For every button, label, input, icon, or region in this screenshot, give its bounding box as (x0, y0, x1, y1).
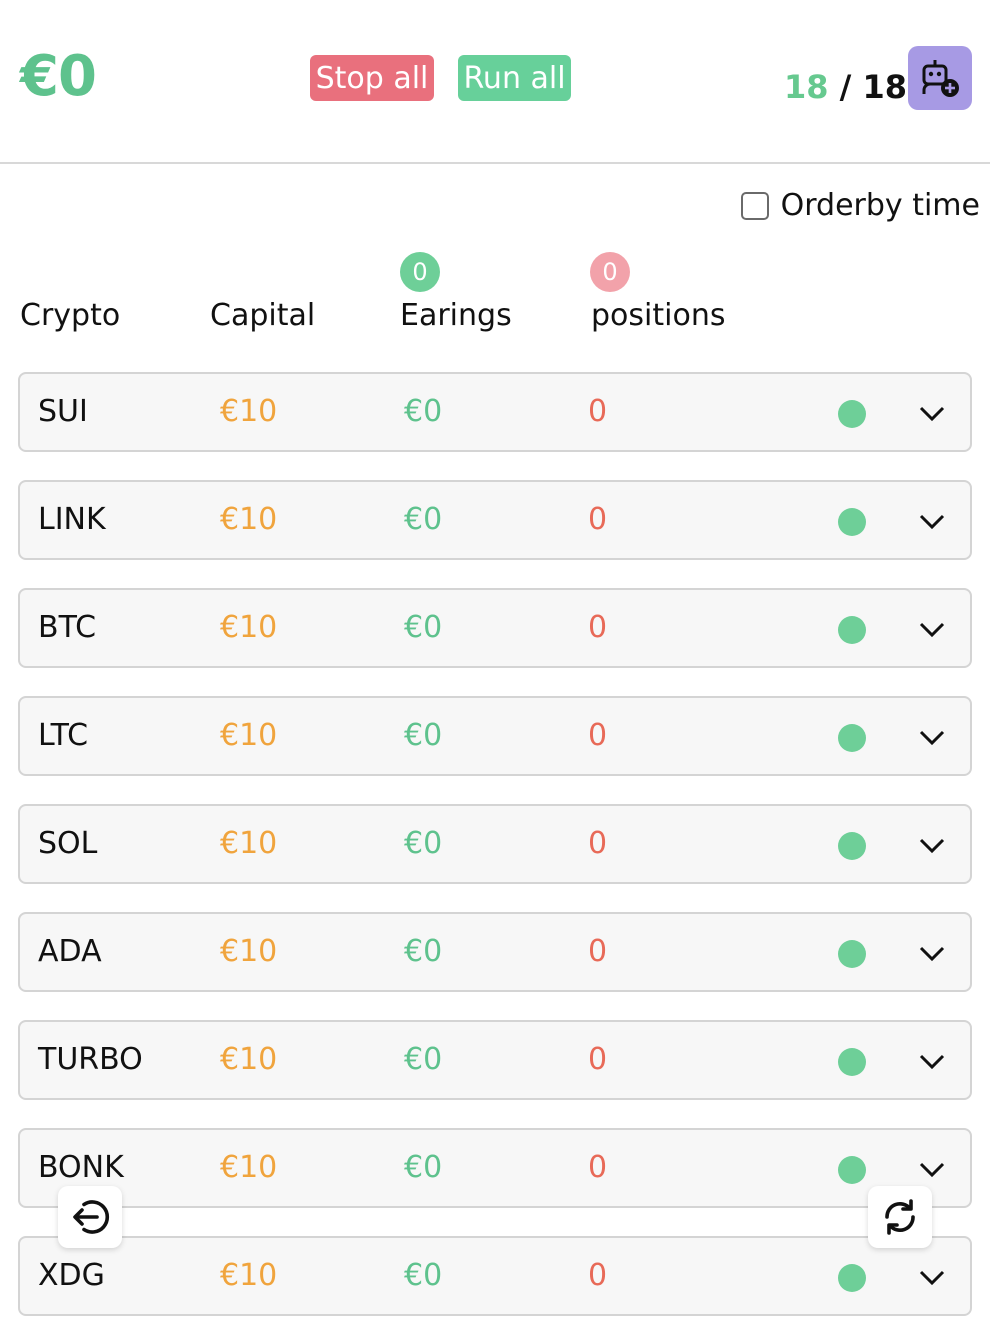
bot-symbol: SOL (38, 826, 98, 861)
chevron-down-icon[interactable] (918, 836, 946, 856)
bot-symbol: SUI (38, 394, 88, 429)
bot-row[interactable]: LINK €10 €0 0 (18, 480, 972, 560)
bot-row[interactable]: TURBO €10 €0 0 (18, 1020, 972, 1100)
total-balance: €0 (20, 44, 97, 109)
bot-row[interactable]: XDG €10 €0 0 (18, 1236, 972, 1316)
logout-button[interactable] (58, 1186, 122, 1248)
chevron-down-icon[interactable] (918, 404, 946, 424)
orderby-checkbox[interactable] (740, 191, 769, 220)
bot-positions: 0 (588, 1258, 608, 1293)
status-dot (838, 1264, 866, 1292)
bot-symbol: XDG (38, 1258, 105, 1293)
column-header-earnings: Earings (400, 298, 512, 333)
bot-capital: €10 (220, 610, 278, 645)
chevron-down-icon[interactable] (918, 620, 946, 640)
bot-earnings: €0 (404, 718, 443, 753)
chevron-down-icon[interactable] (918, 944, 946, 964)
status-dot (838, 1156, 866, 1184)
bot-row[interactable]: ADA €10 €0 0 (18, 912, 972, 992)
bot-row[interactable]: BTC €10 €0 0 (18, 588, 972, 668)
stop-all-button[interactable]: Stop all (310, 55, 434, 101)
active-bot-count: 18 (784, 68, 829, 106)
orderby-label: Orderby time (780, 188, 980, 223)
bot-positions: 0 (588, 1042, 608, 1077)
bot-row[interactable]: LTC €10 €0 0 (18, 696, 972, 776)
bot-symbol: ADA (38, 934, 102, 969)
add-bot-button[interactable] (908, 46, 972, 110)
bot-symbol: BTC (38, 610, 97, 645)
robot-add-icon (922, 60, 959, 97)
bot-positions: 0 (588, 826, 608, 861)
total-bot-count: 18 (862, 68, 908, 106)
top-bar: €0 Stop all Run all 18 / 18 (0, 0, 990, 164)
bot-positions: 0 (588, 394, 608, 429)
column-header-crypto: Crypto (20, 298, 121, 333)
bot-capital: €10 (220, 826, 278, 861)
bot-earnings: €0 (404, 502, 443, 537)
status-dot (838, 832, 866, 860)
bot-positions: 0 (588, 1150, 608, 1185)
status-dot (838, 940, 866, 968)
column-header-positions: positions (591, 298, 726, 333)
bot-capital: €10 (220, 718, 278, 753)
status-dot (838, 400, 866, 428)
refresh-icon (885, 1199, 915, 1235)
column-header-capital: Capital (210, 298, 316, 333)
chevron-down-icon[interactable] (918, 1268, 946, 1288)
status-dot (838, 724, 866, 752)
bot-row[interactable]: BONK €10 €0 0 (18, 1128, 972, 1208)
count-separator: / (828, 68, 863, 106)
bot-earnings: €0 (404, 1042, 443, 1077)
bot-symbol: LINK (38, 502, 106, 537)
bot-positions: 0 (588, 718, 608, 753)
bot-earnings: €0 (404, 394, 443, 429)
positions-count-badge: 0 (590, 252, 630, 292)
chevron-down-icon[interactable] (918, 728, 946, 748)
bot-list: SUI €10 €0 0 LINK €10 €0 0 BTC €10 €0 0 … (18, 372, 972, 1344)
refresh-button[interactable] (868, 1186, 932, 1248)
bot-earnings: €0 (404, 1150, 443, 1185)
bot-capital: €10 (220, 934, 278, 969)
bot-earnings: €0 (404, 934, 443, 969)
bot-capital: €10 (220, 394, 278, 429)
bot-capital: €10 (220, 1150, 278, 1185)
bot-positions: 0 (588, 610, 608, 645)
orderby-time-toggle[interactable]: Orderby time (740, 188, 980, 223)
bot-row[interactable]: SUI €10 €0 0 (18, 372, 972, 452)
bot-earnings: €0 (404, 610, 443, 645)
bot-symbol: BONK (38, 1150, 124, 1185)
status-dot (838, 616, 866, 644)
bot-symbol: LTC (38, 718, 89, 753)
chevron-down-icon[interactable] (918, 512, 946, 532)
bot-count: 18 / 18 (784, 68, 907, 106)
logout-icon (73, 1200, 110, 1234)
bot-symbol: TURBO (38, 1042, 143, 1077)
bot-capital: €10 (220, 502, 278, 537)
bot-row[interactable]: SOL €10 €0 0 (18, 804, 972, 884)
status-dot (838, 1048, 866, 1076)
bot-positions: 0 (588, 502, 608, 537)
chevron-down-icon[interactable] (918, 1052, 946, 1072)
earnings-count-badge: 0 (400, 252, 440, 292)
run-all-button[interactable]: Run all (458, 55, 571, 101)
bot-capital: €10 (220, 1258, 278, 1293)
bot-earnings: €0 (404, 826, 443, 861)
chevron-down-icon[interactable] (918, 1160, 946, 1180)
status-dot (838, 508, 866, 536)
bot-positions: 0 (588, 934, 608, 969)
bot-capital: €10 (220, 1042, 278, 1077)
bot-earnings: €0 (404, 1258, 443, 1293)
